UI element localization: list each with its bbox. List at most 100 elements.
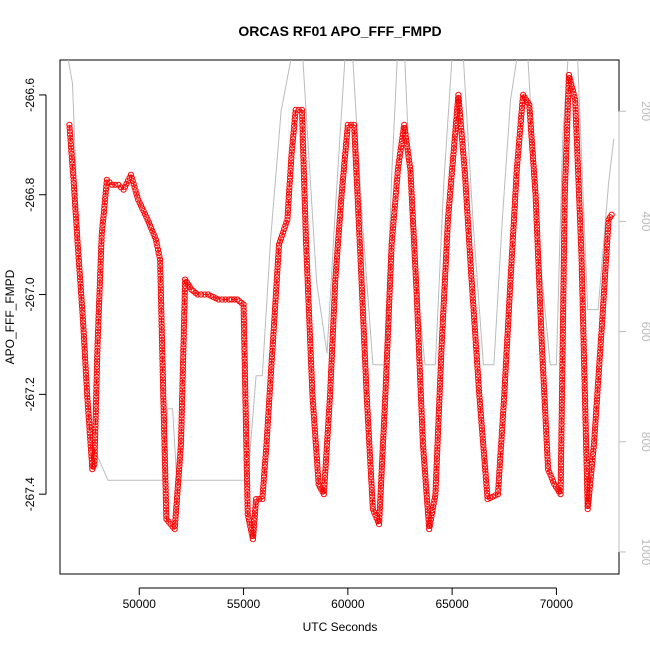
data-point [362, 365, 369, 372]
data-point [580, 347, 587, 354]
data-point [473, 352, 480, 360]
data-point [545, 466, 552, 473]
data-point [407, 176, 414, 183]
data-point [330, 317, 337, 325]
data-point [241, 345, 248, 353]
data-point [594, 390, 601, 397]
data-point [86, 423, 93, 430]
data-point [461, 166, 468, 173]
data-point [409, 208, 416, 215]
data-point [161, 461, 169, 468]
data-point [325, 417, 332, 424]
data-point [355, 207, 362, 214]
data-point [274, 260, 281, 268]
data-point [180, 350, 187, 357]
data-point [67, 137, 74, 145]
data-point [215, 296, 222, 303]
data-point [361, 353, 368, 360]
data-point [362, 359, 369, 366]
data-point [84, 394, 91, 401]
data-point [597, 345, 604, 352]
data-point [270, 331, 277, 338]
data-point [408, 185, 415, 193]
data-point [341, 156, 348, 163]
data-point [359, 292, 366, 299]
data-point [268, 363, 275, 371]
data-point [357, 254, 364, 261]
data-point [579, 308, 587, 315]
data-point [305, 305, 312, 312]
data-point [446, 197, 453, 204]
data-point [561, 201, 568, 208]
data-point [494, 491, 502, 498]
data-point [98, 234, 105, 241]
data-point [252, 508, 259, 515]
data-point [433, 468, 440, 475]
data-point [92, 432, 99, 439]
data-point [97, 263, 104, 271]
data-point [507, 276, 514, 283]
data-point [408, 189, 415, 196]
data-point [558, 449, 565, 456]
data-point [178, 428, 185, 435]
data-point [563, 136, 570, 143]
data-point [478, 419, 485, 426]
data-point [159, 359, 166, 366]
data-point [380, 438, 387, 445]
data-point [180, 357, 187, 364]
data-point [366, 439, 373, 446]
data-point [501, 394, 508, 401]
data-point [172, 519, 179, 526]
data-point [526, 105, 533, 112]
data-point [410, 221, 417, 228]
data-point [460, 156, 467, 164]
data-point [158, 323, 165, 331]
data-point [539, 354, 546, 361]
data-point [245, 514, 252, 521]
data-point [285, 193, 292, 201]
data-point [329, 330, 336, 337]
data-point [304, 286, 312, 293]
data-point [71, 192, 78, 200]
data-point [330, 324, 337, 331]
data-point [503, 343, 510, 350]
y2-tick-label: 600 [639, 322, 650, 342]
data-point [157, 291, 164, 298]
data-point [393, 179, 400, 186]
data-point [530, 166, 537, 173]
data-point [86, 430, 93, 437]
data-point [589, 460, 596, 467]
data-point [560, 306, 567, 313]
data-point [162, 490, 169, 497]
data-point [355, 204, 362, 211]
data-point [538, 341, 545, 348]
data-point [335, 232, 342, 239]
data-point [359, 305, 366, 312]
data-point [384, 330, 391, 337]
data-point [473, 356, 480, 363]
data-point [308, 372, 315, 379]
data-point [161, 455, 168, 462]
data-point [467, 253, 474, 260]
data-point [506, 298, 513, 305]
data-point [533, 220, 540, 227]
data-point [241, 374, 249, 381]
data-point [304, 263, 311, 270]
data-point [161, 423, 168, 430]
data-point [572, 112, 579, 120]
data-point [561, 220, 568, 227]
data-point [161, 448, 168, 455]
data-point [300, 164, 307, 171]
data-point [533, 217, 540, 224]
data-point [244, 479, 251, 486]
data-point [328, 353, 335, 360]
data-point [376, 521, 383, 528]
data-point [145, 219, 152, 226]
data-point [172, 516, 179, 523]
data-point [300, 154, 307, 162]
data-point [475, 378, 482, 385]
data-point [140, 208, 147, 215]
data-point [263, 437, 270, 445]
data-point [385, 327, 392, 334]
data-point [559, 363, 566, 370]
